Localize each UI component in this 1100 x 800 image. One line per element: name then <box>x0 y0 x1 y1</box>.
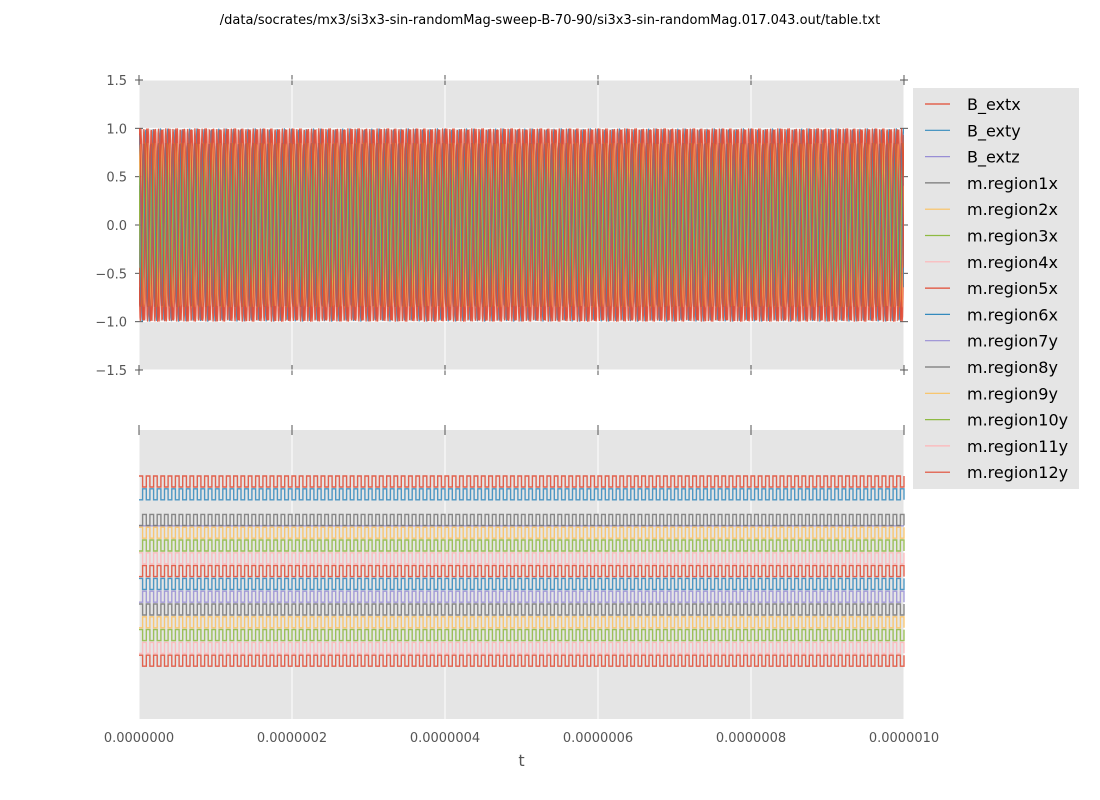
series-line-m-region5x <box>139 128 904 322</box>
x-tick-label: 0.0000010 <box>869 731 939 746</box>
x-tick-label: 0.0000000 <box>104 731 174 746</box>
legend-label: m.region8y <box>967 358 1058 377</box>
series-line-m-region7y <box>139 590 905 603</box>
y-tick-label: −1.0 <box>95 316 127 331</box>
y-tick-label: 1.5 <box>106 74 127 89</box>
chart-title: /data/socrates/mx3/si3x3-sin-randomMag-s… <box>219 13 881 28</box>
series-line-m-region3x <box>139 539 905 552</box>
legend-label: m.region5x <box>967 279 1058 298</box>
legend: B_extx B_exty B_extz m.region1x m.region2x m.… <box>913 88 1079 489</box>
legend-label: m.region1x <box>967 174 1058 193</box>
x-axis-label: t <box>518 751 524 770</box>
series-line-m-region6x <box>139 577 905 591</box>
legend-entry: m.region1x <box>925 174 1058 193</box>
series-line-m-region10y <box>139 628 905 642</box>
x-tick-label: 0.0000008 <box>716 731 786 746</box>
series-line-m-region9y <box>139 616 905 629</box>
x-tick-label: 0.0000002 <box>257 731 327 746</box>
series-line-m-region3x <box>139 142 904 308</box>
y-tick-label: 0.5 <box>106 171 127 186</box>
legend-entry: B_extx <box>925 95 1021 115</box>
legend-label: m.region7y <box>967 332 1058 351</box>
y-tick-label: −1.5 <box>95 364 127 379</box>
legend-label: B_extz <box>967 148 1020 168</box>
series-line-B-extx <box>139 475 905 488</box>
y-tick-label: 1.0 <box>106 122 127 137</box>
series-line-m-region12y <box>139 128 904 322</box>
legend-label: m.region11y <box>967 437 1068 456</box>
legend-entry: m.region11y <box>925 437 1068 456</box>
legend-label: m.region9y <box>967 384 1058 403</box>
legend-entry: m.region7y <box>925 332 1058 351</box>
legend-entry: m.region4x <box>925 253 1058 272</box>
x-tick-label: 0.0000004 <box>410 731 480 746</box>
legend-label: m.region12y <box>967 463 1068 482</box>
legend-entry: m.region10y <box>925 411 1068 430</box>
series-line-B-exty <box>139 488 905 501</box>
series-line-m-region11y <box>139 641 905 655</box>
series-line-m-region5x <box>139 564 905 578</box>
series-line-m-region4x <box>139 552 905 565</box>
legend-label: B_exty <box>967 121 1021 141</box>
legend-label: m.region10y <box>967 411 1068 430</box>
x-tick-label: 0.0000006 <box>563 731 633 746</box>
legend-entry: m.region12y <box>925 463 1068 482</box>
y-tick-label: −0.5 <box>95 267 127 282</box>
legend-entry: m.region3x <box>925 227 1058 246</box>
legend-entry: m.region6x <box>925 305 1058 324</box>
series-line-m-region12y <box>139 654 905 667</box>
y-tick-label: 0.0 <box>106 219 127 234</box>
legend-label: m.region6x <box>967 305 1058 324</box>
series-line-m-region2x <box>139 526 905 539</box>
series-line-m-region8y <box>139 603 905 616</box>
legend-entry: m.region9y <box>925 384 1058 403</box>
legend-entry: m.region2x <box>925 200 1058 219</box>
legend-entry: B_exty <box>925 121 1021 141</box>
legend-label: m.region4x <box>967 253 1058 272</box>
legend-label: m.region2x <box>967 200 1058 219</box>
series-line-m-region1x <box>139 513 905 527</box>
legend-entry: m.region8y <box>925 358 1058 377</box>
legend-entry: m.region5x <box>925 279 1058 298</box>
legend-entry: B_extz <box>925 148 1020 168</box>
legend-label: B_extx <box>967 95 1021 115</box>
legend-label: m.region3x <box>967 227 1058 246</box>
